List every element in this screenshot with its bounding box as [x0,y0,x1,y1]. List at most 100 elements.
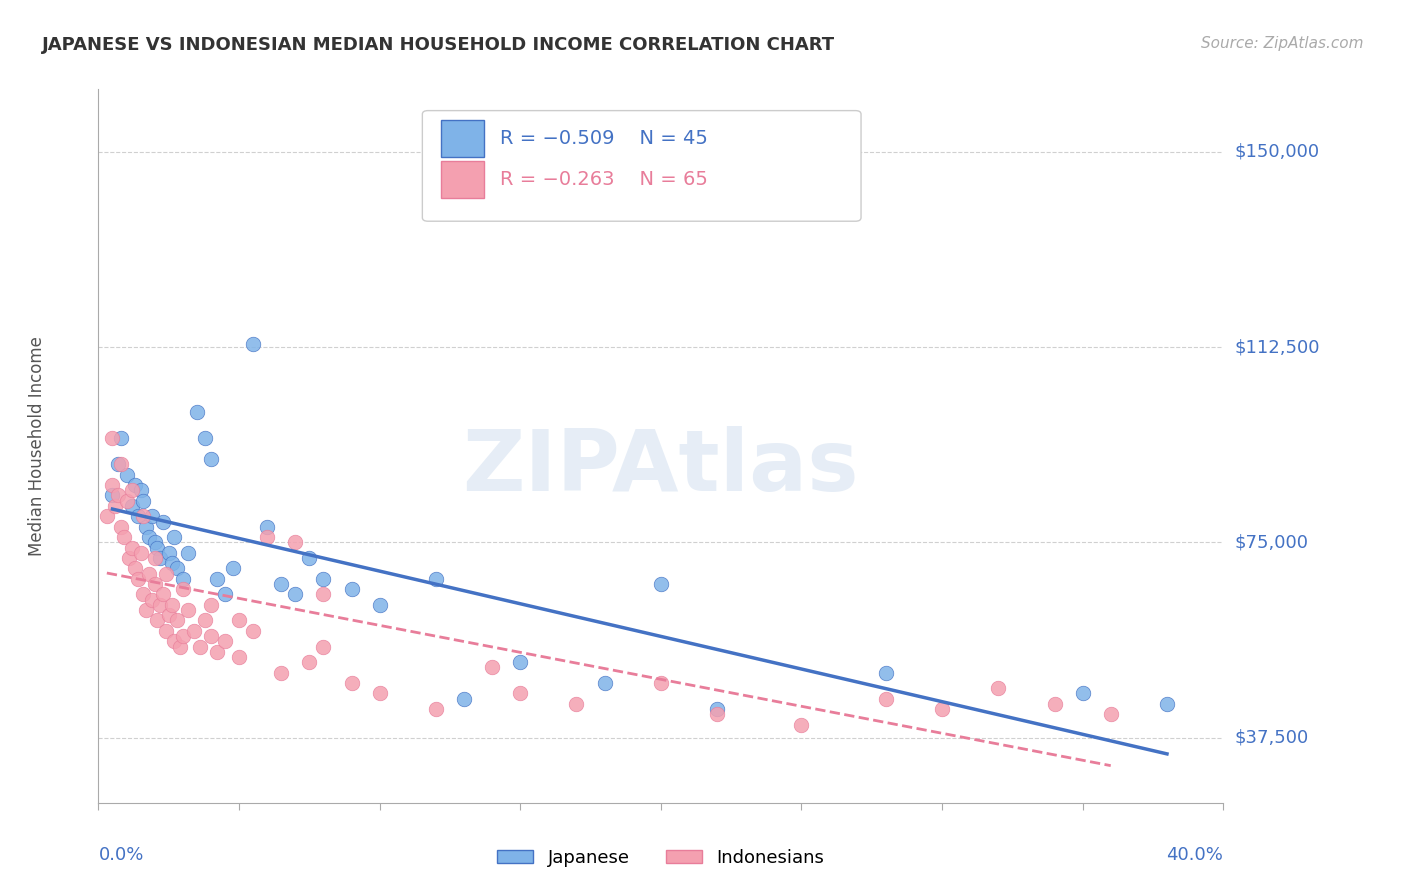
Point [368,686,391,700]
Point [790,717,813,731]
Point [177,546,200,560]
Point [188,640,211,654]
Point [242,337,264,351]
Point [228,614,250,628]
Point [96,509,118,524]
Point [875,665,897,680]
Point [177,603,200,617]
Point [987,681,1010,696]
Point [124,561,146,575]
Point [152,515,174,529]
Point [214,587,236,601]
Point [298,655,321,669]
Text: R = −0.263    N = 65: R = −0.263 N = 65 [501,170,707,189]
Point [121,499,143,513]
Text: 40.0%: 40.0% [1167,846,1223,863]
Text: ZIPAtlas: ZIPAtlas [463,425,859,509]
Point [875,691,897,706]
Point [138,566,160,581]
Point [132,587,155,601]
Point [155,566,177,581]
Point [368,598,391,612]
Point [166,614,188,628]
Point [107,457,129,471]
Point [205,645,228,659]
Point [183,624,205,638]
Point [284,535,307,549]
Point [340,582,363,597]
Point [110,457,132,471]
Text: R = −0.509    N = 45: R = −0.509 N = 45 [501,129,707,148]
Point [205,572,228,586]
Point [214,634,236,648]
Text: Median Household Income: Median Household Income [28,336,45,556]
Point [124,478,146,492]
Point [149,551,172,566]
Point [107,488,129,502]
Point [166,561,188,575]
Text: $37,500: $37,500 [1234,729,1309,747]
Point [169,640,191,654]
Point [115,467,138,482]
Point [1099,707,1122,722]
Point [256,520,278,534]
Point [284,587,307,601]
Point [146,614,169,628]
Point [115,493,138,508]
Point [650,676,672,690]
Point [453,691,475,706]
Point [129,483,152,498]
Point [118,551,141,566]
Bar [441,161,484,198]
Point [312,587,335,601]
Point [650,577,672,591]
Point [1071,686,1094,700]
Text: JAPANESE VS INDONESIAN MEDIAN HOUSEHOLD INCOME CORRELATION CHART: JAPANESE VS INDONESIAN MEDIAN HOUSEHOLD … [42,36,835,54]
Point [593,676,616,690]
Point [155,624,177,638]
Point [129,546,152,560]
Point [298,551,321,566]
Point [141,592,163,607]
Point [143,577,166,591]
Point [149,598,172,612]
Point [194,431,217,445]
Point [143,535,166,549]
Point [1156,697,1178,711]
Point [931,702,953,716]
Point [242,624,264,638]
Point [270,665,292,680]
Point [706,707,728,722]
Point [152,587,174,601]
Point [481,660,503,674]
Point [160,556,183,570]
Point [146,541,169,555]
Point [270,577,292,591]
Point [141,509,163,524]
Point [135,603,157,617]
Point [121,483,143,498]
Point [200,452,222,467]
Point [121,541,143,555]
Point [194,614,217,628]
Point [509,655,531,669]
Point [228,649,250,664]
Point [127,572,149,586]
FancyBboxPatch shape [422,111,860,221]
Point [1043,697,1066,711]
Point [172,629,194,643]
Point [425,702,447,716]
Point [157,608,180,623]
Point [157,546,180,560]
Point [101,431,124,445]
Point [110,431,132,445]
Point [312,572,335,586]
Point [143,551,166,566]
Point [256,530,278,544]
Point [135,520,157,534]
Point [127,509,149,524]
Point [186,405,208,419]
Bar [441,120,484,157]
Point [200,629,222,643]
Point [132,493,155,508]
